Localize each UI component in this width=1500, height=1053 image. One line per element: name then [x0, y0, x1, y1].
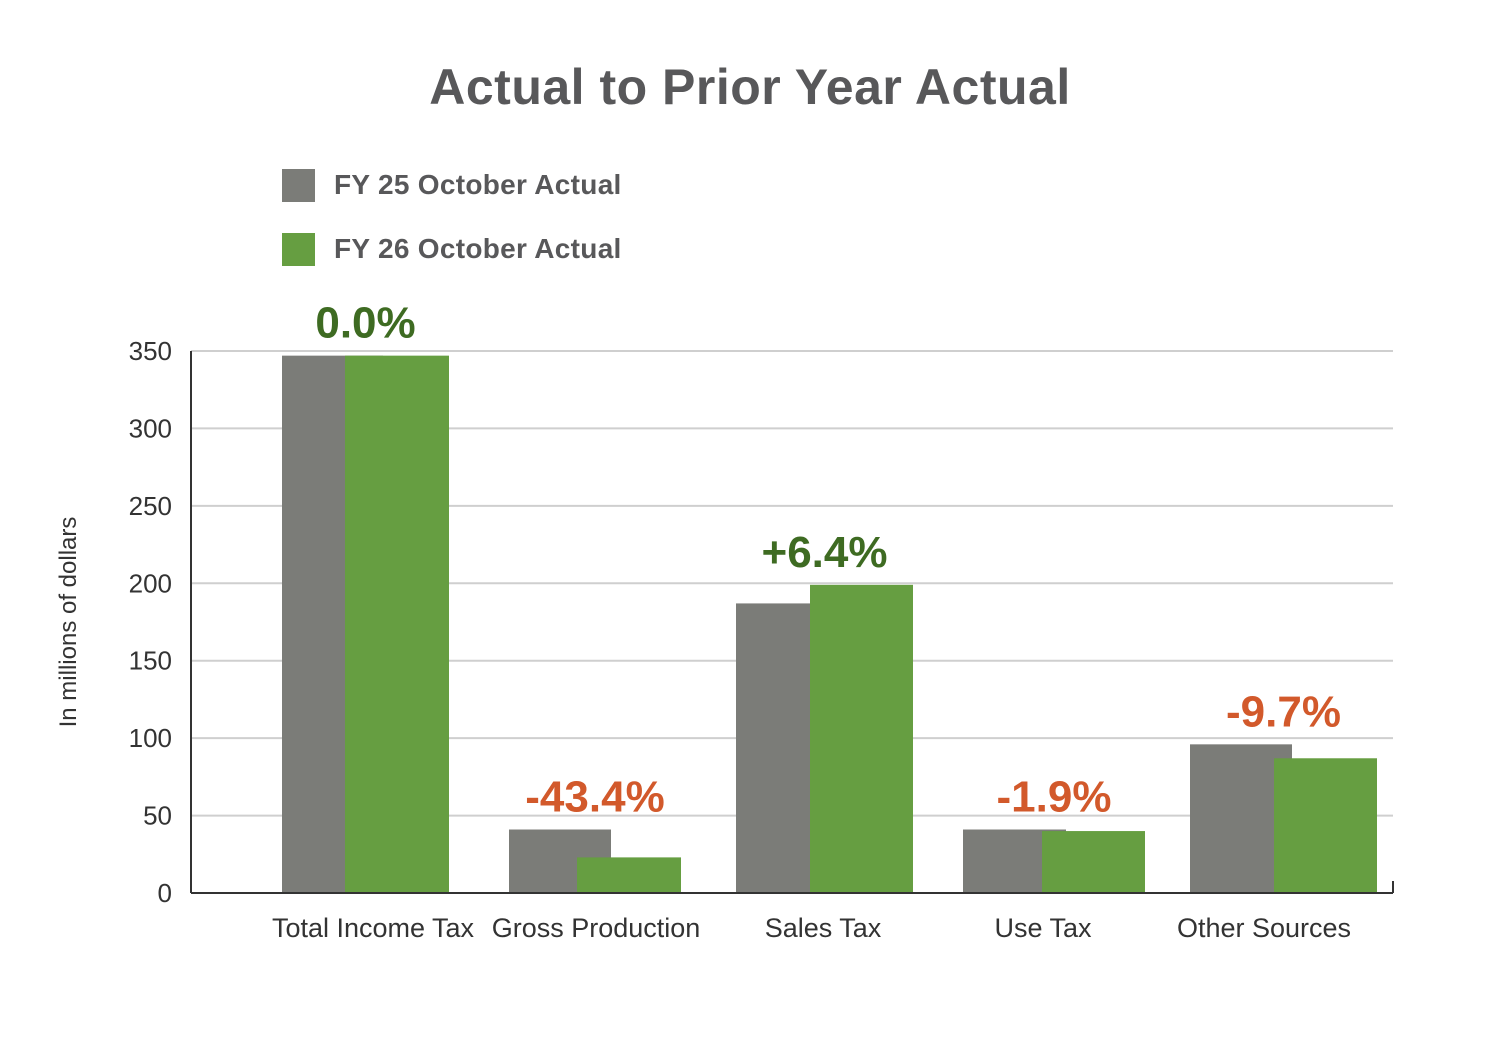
legend-swatch-fy26	[282, 232, 315, 266]
y-tick-label-150: 150	[129, 646, 172, 676]
legend-item-fy26[interactable]: FY 26 October Actual	[282, 232, 622, 266]
bar-fy25-2[interactable]	[736, 603, 810, 893]
x-category-label-2: Sales Tax	[765, 913, 882, 943]
bar-fy26-2[interactable]	[810, 584, 913, 893]
x-category-label-3: Use Tax	[994, 913, 1092, 943]
x-category-label-4: Other Sources	[1177, 913, 1351, 943]
chart-title: Actual to Prior Year Actual	[429, 59, 1071, 115]
y-tick-label-100: 100	[129, 723, 172, 753]
y-tick-label-300: 300	[129, 413, 172, 443]
legend: FY 25 October Actual FY 26 October Actua…	[282, 168, 622, 296]
legend-swatch-fy25	[282, 168, 315, 202]
y-tick-label-0: 0	[158, 878, 172, 908]
pct-change-label-1: -43.4%	[525, 773, 664, 822]
bar-fy26-1[interactable]	[577, 857, 681, 893]
y-tick-label-250: 250	[129, 491, 172, 521]
axes	[190, 351, 1394, 894]
y-tick-label-200: 200	[129, 568, 172, 598]
legend-label-fy25: FY 25 October Actual	[334, 169, 622, 200]
x-category-label-0: Total Income Tax	[272, 913, 475, 943]
legend-label-fy26: FY 26 October Actual	[334, 233, 622, 264]
x-category-label-1: Gross Production	[492, 913, 701, 943]
legend-item-fy25[interactable]: FY 25 October Actual	[282, 168, 622, 202]
pct-change-label-0: 0.0%	[315, 299, 415, 348]
y-tick-label-50: 50	[143, 801, 172, 831]
pct-change-label-2: +6.4%	[762, 528, 888, 577]
pct-change-label-3: -1.9%	[997, 773, 1112, 822]
bars	[282, 355, 1377, 893]
y-axis-label: In millions of dollars	[55, 517, 82, 728]
y-tick-label-350: 350	[129, 336, 172, 366]
bar-fy26-4[interactable]	[1274, 758, 1377, 893]
bar-fy26-3[interactable]	[1042, 831, 1145, 893]
labels: 0 50 100 150 200 250 300 350 Total Income Tax 0.0…	[129, 299, 1351, 943]
pct-change-label-4: -9.7%	[1226, 687, 1341, 736]
bar-fy26-0[interactable]	[345, 355, 449, 893]
